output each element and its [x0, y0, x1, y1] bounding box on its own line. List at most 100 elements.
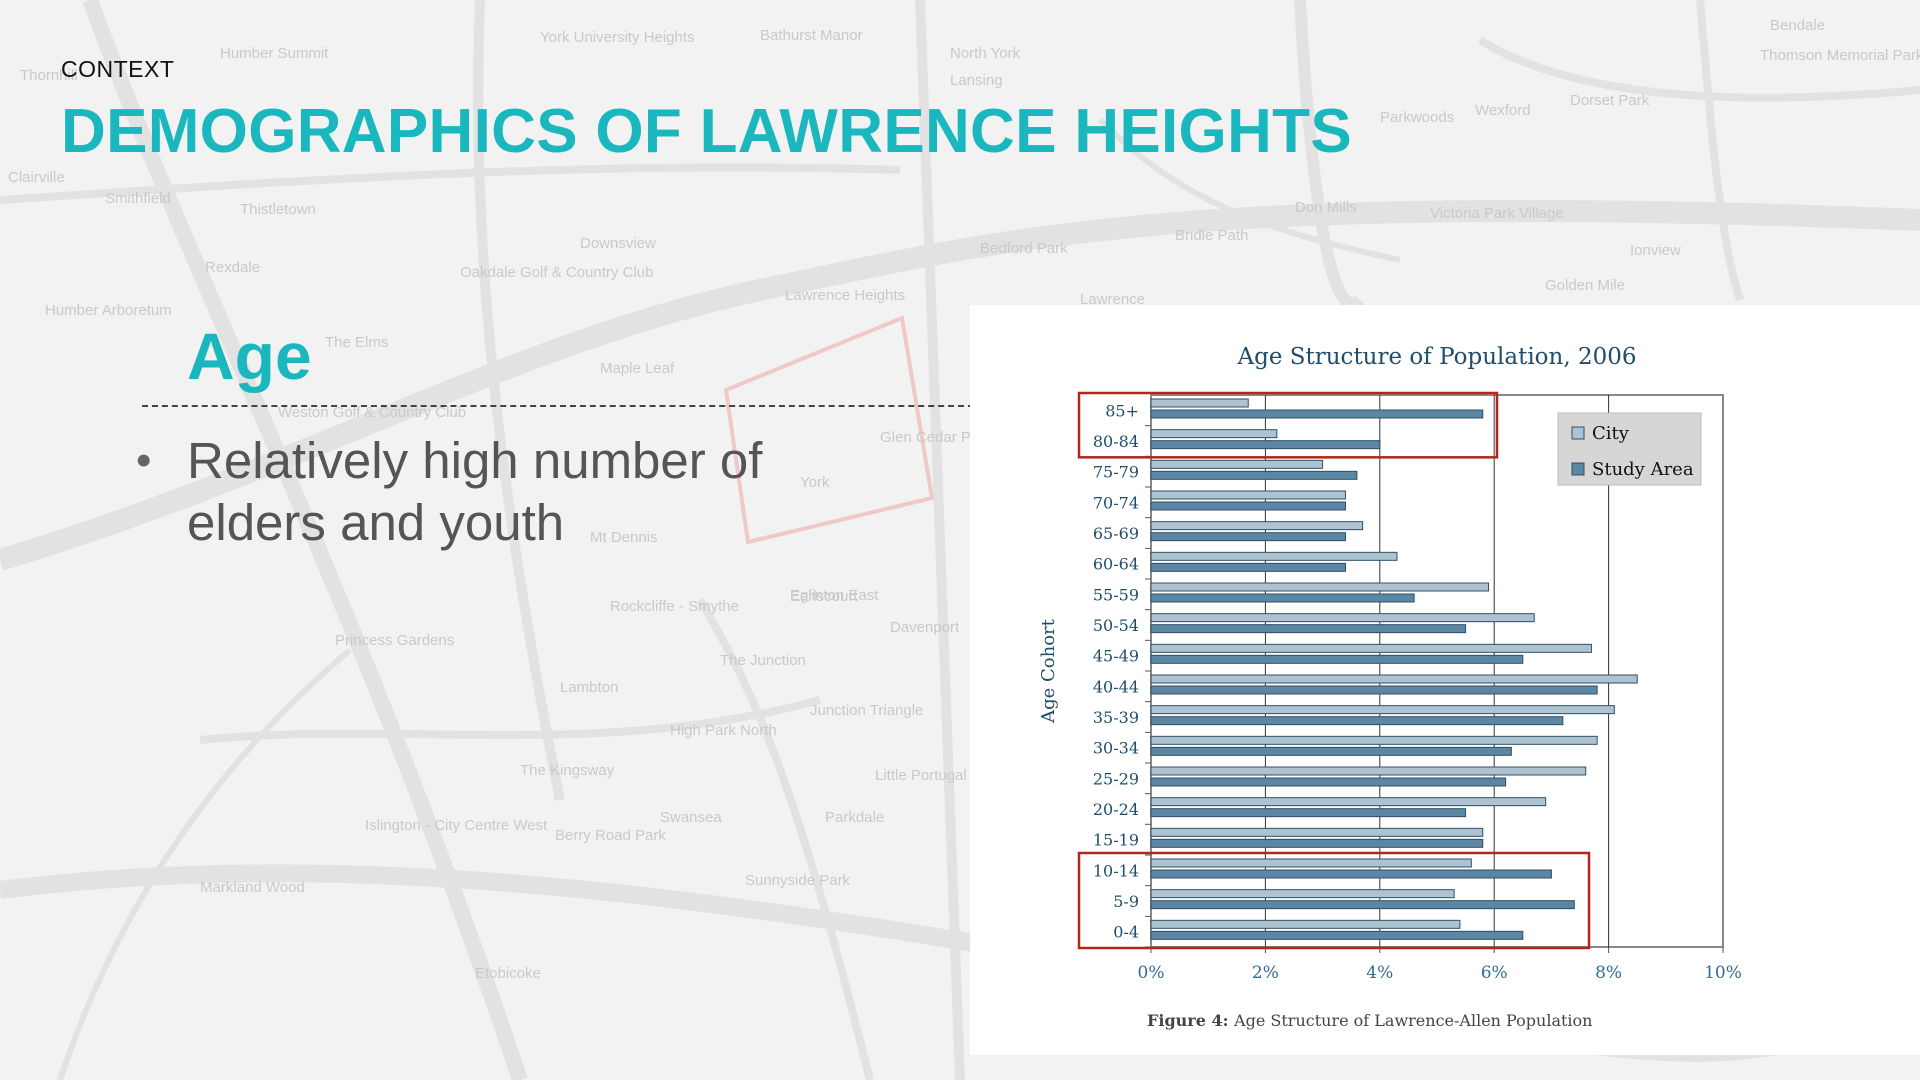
map-place-label: High Park North: [670, 722, 777, 739]
map-place-label: The Kingsway: [520, 762, 615, 779]
city-bar: [1150, 398, 1249, 408]
map-place-label: The Junction: [720, 652, 806, 669]
map-place-label: Sunnyside Park: [745, 872, 851, 889]
city-bar: [1150, 674, 1638, 684]
x-tick-label: 8%: [1595, 963, 1622, 983]
map-place-label: Berry Road Park: [555, 827, 666, 844]
map-place-label: Dorset Park: [1570, 92, 1650, 109]
map-place-label: Markland Wood: [200, 879, 305, 896]
bullet-item: • Relatively high number of elders and y…: [136, 430, 816, 554]
map-place-label: Thistletown: [240, 201, 316, 218]
map-place-label: Eglinton East: [790, 587, 879, 604]
map-place-label: Clairville: [8, 169, 65, 186]
section-heading: Age: [187, 319, 312, 393]
map-place-label: Lawrence: [1080, 291, 1145, 308]
study-area-bar: [1150, 930, 1524, 940]
map-place-label: Bridle Path: [1175, 227, 1248, 244]
map-place-label: Humber Summit: [220, 45, 329, 62]
map-place-label: Islington - City Centre West: [365, 817, 548, 834]
map-place-label: Thomson Memorial Park: [1760, 47, 1920, 64]
y-tick-label: 80-84: [1093, 432, 1139, 451]
bullet-dot-icon: •: [136, 436, 152, 485]
study-area-bar: [1150, 470, 1358, 480]
map-place-label: Smithfield: [105, 190, 171, 207]
study-area-bar: [1150, 501, 1346, 511]
bullet-text: Relatively high number of elders and you…: [187, 432, 763, 551]
map-place-label: Princess Gardens: [335, 632, 454, 649]
x-tick-label: 4%: [1366, 963, 1393, 983]
map-place-label: Davenport: [890, 619, 960, 636]
map-place-label: Bathurst Manor: [760, 27, 863, 44]
y-tick-label: 30-34: [1093, 739, 1139, 758]
y-tick-label: 85+: [1105, 401, 1139, 420]
map-place-label: Etobicoke: [475, 965, 541, 982]
study-area-bar: [1150, 562, 1346, 572]
legend-swatch: [1571, 462, 1585, 476]
map-place-label: Ionview: [1630, 242, 1681, 259]
study-area-bar: [1150, 593, 1415, 603]
bullet-list: • Relatively high number of elders and y…: [136, 430, 816, 554]
x-tick-label: 10%: [1704, 963, 1742, 983]
highlight-box: [1077, 851, 1591, 950]
map-place-label: North York: [950, 45, 1021, 62]
city-bar: [1150, 889, 1455, 899]
map-place-label: Wexford: [1475, 102, 1531, 119]
map-place-label: Thornhill: [20, 67, 78, 84]
x-tick-label: 2%: [1252, 963, 1279, 983]
study-area-bar: [1150, 716, 1564, 726]
map-place-label: York University Heights: [540, 29, 695, 46]
y-tick-label: 65-69: [1093, 524, 1139, 543]
study-area-bar: [1150, 808, 1467, 818]
y-tick-label: 55-59: [1093, 585, 1139, 604]
map-place-label: Glen Cedar Park: [880, 429, 992, 446]
y-tick-label: 40-44: [1093, 677, 1139, 696]
legend-entry: Study Area: [1592, 459, 1694, 480]
city-bar: [1150, 766, 1587, 776]
study-area-bar: [1150, 900, 1575, 910]
y-tick-label: 25-29: [1093, 769, 1139, 788]
figure-caption-text: Age Structure of Lawrence-Allen Populati…: [1233, 1011, 1592, 1030]
study-area-bar: [1150, 624, 1467, 634]
city-bar: [1150, 735, 1598, 745]
city-bar: [1150, 827, 1484, 837]
y-tick-label: 75-79: [1093, 463, 1139, 482]
map-place-label: Bendale: [1770, 17, 1825, 34]
legend-entry: City: [1592, 423, 1630, 444]
study-area-bar: [1150, 440, 1381, 450]
city-bar: [1150, 582, 1489, 592]
city-bar: [1150, 613, 1535, 623]
map-place-label: Lansing: [950, 72, 1003, 89]
y-tick-label: 50-54: [1093, 616, 1139, 635]
map-place-label: Lawrence Heights: [785, 287, 905, 304]
chart-title: Age Structure of Population, 2006: [1237, 344, 1637, 370]
page-title: DEMOGRAPHICS OF LAWRENCE HEIGHTS: [61, 97, 1352, 166]
city-bar: [1150, 797, 1547, 807]
map-place-label: Little Portugal: [875, 767, 967, 784]
map-place-label: Victoria Park Village: [1430, 205, 1564, 222]
map-place-label: Rockcliffe - Smythe: [610, 598, 739, 615]
city-bar: [1150, 551, 1398, 561]
map-place-label: Maple Leaf: [600, 360, 675, 377]
study-area-bar: [1150, 532, 1346, 542]
y-tick-label: 5-9: [1113, 892, 1139, 911]
city-bar: [1150, 643, 1592, 653]
study-area-bar: [1150, 838, 1484, 848]
map-place-label: Mt Dennis: [590, 529, 658, 546]
study-area-bar: [1150, 409, 1484, 419]
map-place-label: Bedford Park: [980, 240, 1068, 257]
plot-area: [1150, 394, 1724, 948]
age-structure-chart: Age Structure of Population, 2006 0% 2% 4% 6…: [1038, 344, 1742, 1030]
y-tick-label: 60-64: [1093, 555, 1139, 574]
x-tick-label: 0%: [1138, 963, 1165, 983]
y-tick-label: 35-39: [1093, 708, 1139, 727]
figure-caption-label: Figure 4:: [1147, 1011, 1234, 1030]
map-place-label: Lambton: [560, 679, 618, 696]
study-area-bar: [1150, 746, 1512, 756]
study-area-bar: [1150, 685, 1598, 695]
map-place-label: York: [800, 474, 830, 491]
map-place-label: The Elms: [325, 334, 388, 351]
map-place-label: Oakdale Golf & Country Club: [460, 264, 653, 281]
map-place-label: Parkdale: [825, 809, 884, 826]
study-area-bar: [1150, 777, 1507, 787]
